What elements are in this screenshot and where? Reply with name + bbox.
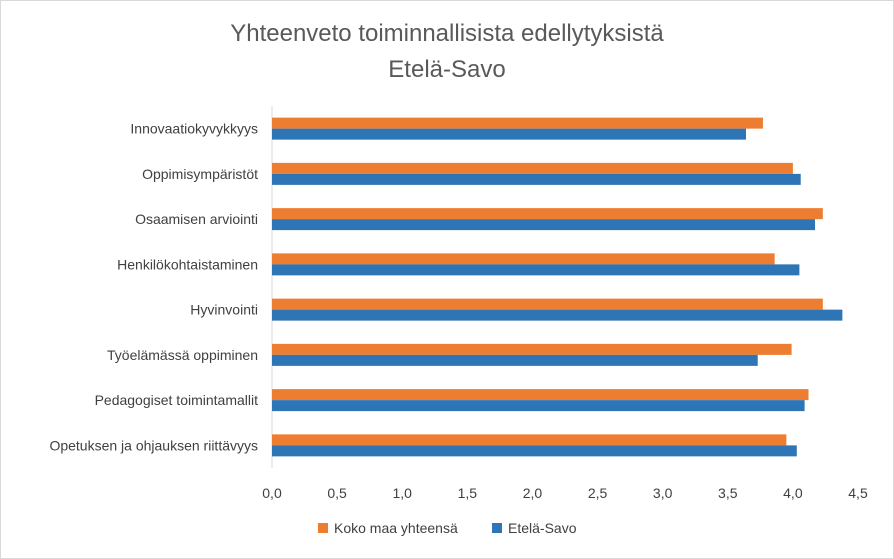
x-tick-label: 0,0 (262, 485, 282, 501)
chart-subtitle: Etelä-Savo (388, 56, 506, 83)
category-label: Pedagogiset toimintamallit (95, 392, 259, 408)
legend-label-etela-savo: Etelä-Savo (508, 520, 577, 536)
bar-etela-savo (272, 400, 805, 412)
x-tick-label: 1,0 (392, 485, 412, 501)
legend-swatch-etela-savo (492, 523, 502, 533)
bar-etela-savo (272, 309, 843, 321)
category-label: Innovaatiokyvykkyys (130, 121, 258, 137)
legend-label-koko-maa: Koko maa yhteensä (334, 520, 458, 536)
bar-koko-maa (272, 253, 775, 265)
bar-koko-maa (272, 162, 793, 174)
x-tick-label: 2,5 (588, 485, 608, 501)
x-tick-label: 1,5 (458, 485, 478, 501)
bar-koko-maa (272, 434, 787, 446)
x-tick-label: 3,0 (653, 485, 673, 501)
x-tick-label: 4,0 (783, 485, 803, 501)
x-tick-label: 4,5 (848, 485, 868, 501)
category-label: Oppimisympäristöt (142, 166, 258, 182)
bar-etela-savo (272, 264, 800, 276)
bar-koko-maa (272, 298, 823, 310)
bar-etela-savo (272, 128, 747, 140)
bar-etela-savo (272, 219, 816, 231)
bar-etela-savo (272, 173, 801, 185)
bar-koko-maa (272, 117, 763, 129)
legend-swatch-koko-maa (318, 523, 328, 533)
bar-koko-maa (272, 343, 792, 355)
bar-etela-savo (272, 445, 797, 457)
chart-title: Yhteenveto toiminnallisista edellytyksis… (230, 20, 664, 47)
bar-etela-savo (272, 354, 758, 366)
bar-koko-maa (272, 389, 809, 401)
x-tick-label: 0,5 (327, 485, 347, 501)
category-label: Osaamisen arviointi (135, 211, 258, 227)
category-label: Henkilökohtaistaminen (117, 256, 258, 272)
category-label: Hyvinvointi (190, 302, 258, 318)
bar-koko-maa (272, 208, 823, 220)
x-tick-label: 2,0 (523, 485, 543, 501)
category-label: Työelämässä oppiminen (107, 347, 258, 363)
x-tick-label: 3,5 (718, 485, 738, 501)
category-label: Opetuksen ja ohjauksen riittävyys (49, 437, 258, 453)
